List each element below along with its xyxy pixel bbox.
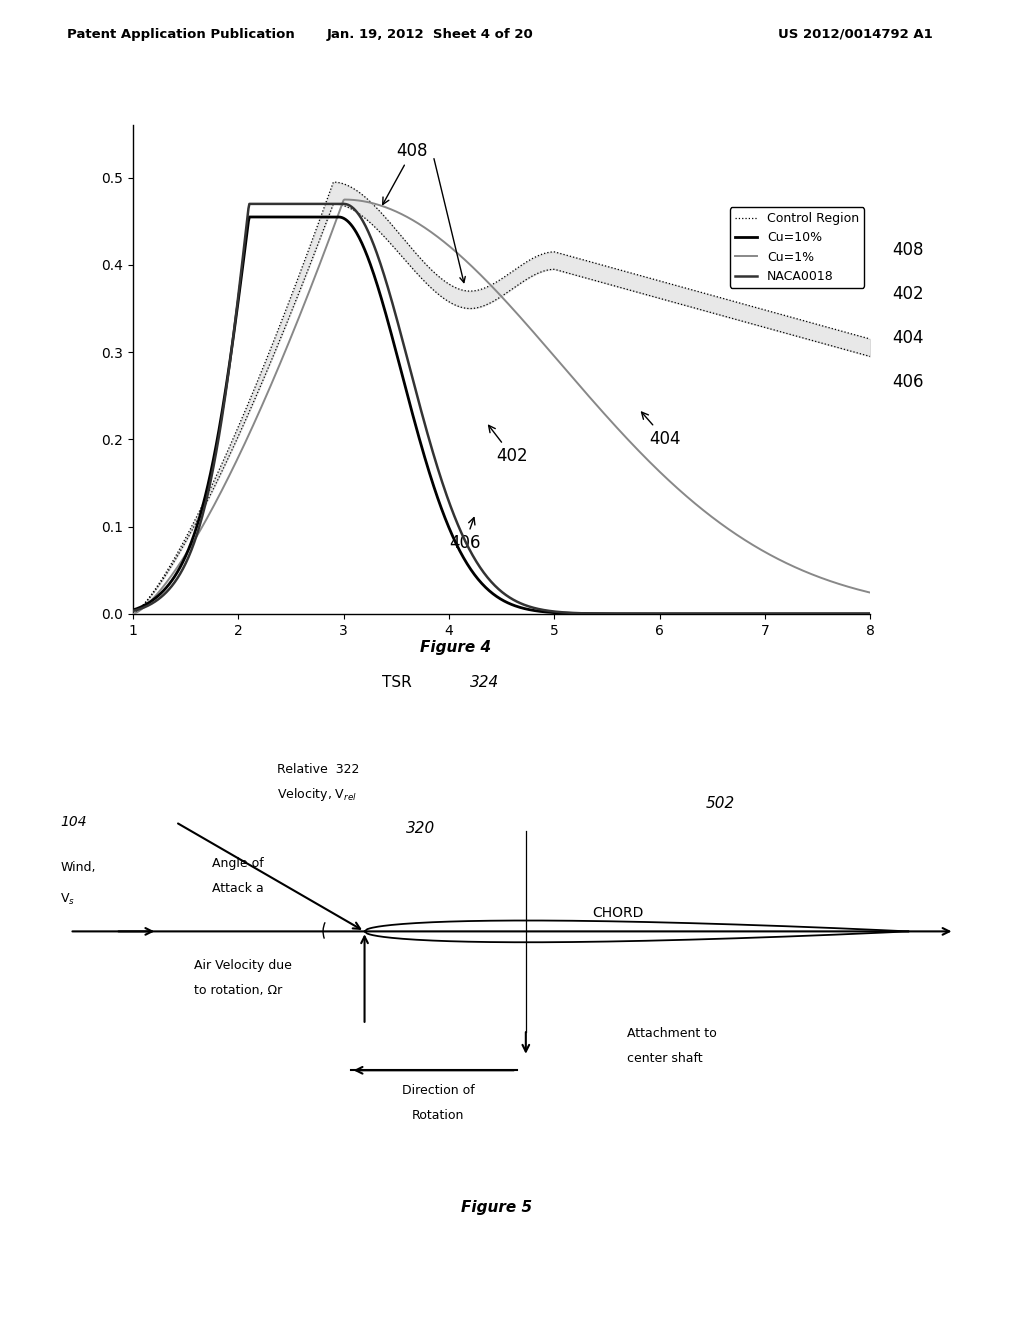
Text: 324: 324 [470,675,500,690]
Text: to rotation, Ωr: to rotation, Ωr [195,985,283,997]
Text: Jan. 19, 2012  Sheet 4 of 20: Jan. 19, 2012 Sheet 4 of 20 [327,28,534,41]
Text: 404: 404 [642,412,681,447]
Text: Relative  322: Relative 322 [276,763,359,776]
Text: US 2012/0014792 A1: US 2012/0014792 A1 [778,28,933,41]
Text: 402: 402 [893,285,924,302]
Text: Attack a: Attack a [213,882,264,895]
Text: 408: 408 [893,242,924,259]
Text: Velocity, V$_{rel}$: Velocity, V$_{rel}$ [276,787,357,804]
Text: CHORD: CHORD [592,906,644,920]
Text: 404: 404 [893,329,924,347]
Text: 320: 320 [406,821,435,837]
Legend: Control Region, Cu=10%, Cu=1%, NACA0018: Control Region, Cu=10%, Cu=1%, NACA0018 [729,207,864,288]
Text: Wind,: Wind, [60,861,96,874]
Text: Rotation: Rotation [412,1109,465,1122]
Text: Air Velocity due: Air Velocity due [195,960,292,972]
Text: center shaft: center shaft [627,1052,702,1065]
Text: 408: 408 [383,143,428,205]
Text: 104: 104 [60,814,87,829]
Text: 402: 402 [488,425,528,465]
Text: TSR: TSR [382,675,412,690]
Text: 502: 502 [706,796,735,812]
Text: Direction of: Direction of [401,1084,475,1097]
Text: V$_s$: V$_s$ [60,892,76,907]
Text: Patent Application Publication: Patent Application Publication [67,28,294,41]
Text: Figure 4: Figure 4 [420,640,492,655]
Text: Figure 5: Figure 5 [461,1200,532,1214]
Text: Angle of: Angle of [213,857,264,870]
Text: 406: 406 [450,517,480,552]
Text: 406: 406 [893,372,924,391]
Text: Attachment to: Attachment to [627,1027,717,1040]
